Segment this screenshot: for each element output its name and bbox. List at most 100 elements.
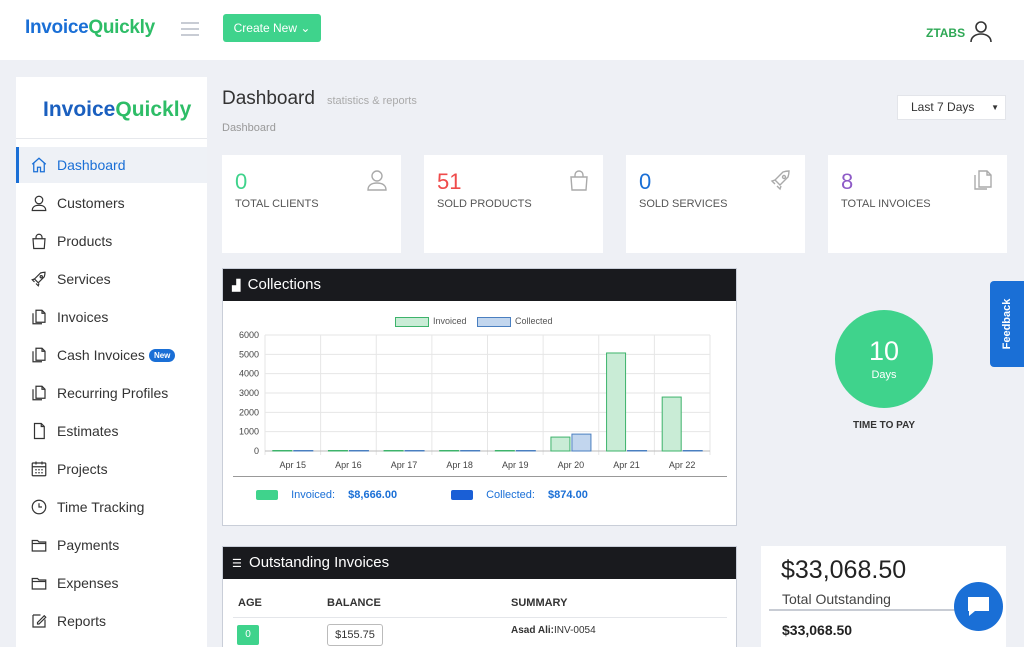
x-tick-label: Apr 20 bbox=[558, 460, 585, 470]
summary-cell[interactable]: Asad Ali:INV-0054 bbox=[511, 625, 596, 636]
chat-button[interactable] bbox=[954, 582, 1003, 631]
hamburger-menu-icon[interactable] bbox=[181, 22, 199, 36]
column-header-balance[interactable]: BALANCE bbox=[327, 597, 381, 609]
collections-header: ▟ Collections bbox=[223, 269, 736, 301]
bar-collected bbox=[627, 450, 648, 452]
chart-footer-divider bbox=[233, 476, 727, 477]
sidebar-item-label: Products bbox=[57, 233, 113, 249]
user-avatar-icon[interactable] bbox=[969, 19, 993, 43]
user-name[interactable]: ZTABS bbox=[926, 26, 966, 40]
collected-swatch bbox=[451, 490, 473, 501]
legend-label-invoiced: Invoiced bbox=[433, 316, 467, 326]
bar-invoiced bbox=[550, 436, 571, 452]
x-tick-label: Apr 19 bbox=[502, 460, 529, 470]
create-new-button[interactable]: Create New ⌄ bbox=[223, 14, 321, 42]
y-tick-label: 3000 bbox=[239, 388, 259, 398]
sidebar-item-recurring-profiles[interactable]: Recurring Profiles bbox=[16, 375, 207, 411]
column-header-age[interactable]: AGE bbox=[238, 597, 262, 609]
x-tick-label: Apr 15 bbox=[280, 460, 307, 470]
home-icon bbox=[31, 157, 47, 173]
folder-icon bbox=[31, 539, 47, 552]
sidebar-item-label: Payments bbox=[57, 537, 120, 553]
logo-part-quickly: Quickly bbox=[88, 17, 155, 38]
page-subtitle: statistics & reports bbox=[327, 95, 417, 107]
time-to-pay-unit: Days bbox=[871, 369, 897, 381]
x-tick-label: Apr 21 bbox=[613, 460, 640, 470]
invoiced-total-row: Invoiced: $8,666.00 bbox=[256, 489, 397, 501]
bar-invoiced bbox=[606, 352, 627, 452]
user-icon bbox=[31, 195, 47, 212]
bar-invoiced bbox=[272, 450, 293, 452]
balance-button[interactable]: $155.75 bbox=[327, 624, 383, 646]
sidebar-item-reports[interactable]: Reports bbox=[16, 603, 207, 639]
chat-bubble-icon bbox=[968, 597, 989, 616]
sidebar-item-time-tracking[interactable]: Time Tracking bbox=[16, 489, 207, 525]
feedback-tab[interactable]: Feedback bbox=[990, 281, 1024, 367]
calendar-icon bbox=[31, 461, 47, 477]
sidebar-divider bbox=[16, 138, 207, 139]
bar-collected bbox=[293, 450, 314, 452]
invoiced-total: $8,666.00 bbox=[348, 489, 398, 501]
stat-value: 8 bbox=[841, 169, 854, 194]
bar-collected bbox=[682, 450, 703, 452]
bar-collected bbox=[404, 450, 425, 452]
sidebar-item-label: Estimates bbox=[57, 423, 119, 439]
x-tick-label: Apr 22 bbox=[669, 460, 696, 470]
sidebar-item-products[interactable]: Products bbox=[16, 223, 207, 259]
sidebar-item-payments[interactable]: Payments bbox=[16, 527, 207, 563]
folder-icon bbox=[31, 577, 47, 590]
header-logo[interactable]: InvoiceQuickly bbox=[25, 17, 155, 39]
collections-panel: ▟ Collections Invoiced Collected 0 1000 20… bbox=[222, 268, 737, 526]
sidebar-item-dashboard[interactable]: Dashboard bbox=[16, 147, 207, 183]
column-header-summary[interactable]: SUMMARY bbox=[511, 597, 568, 609]
sidebar-logo[interactable]: InvoiceQuickly bbox=[43, 98, 191, 122]
sidebar-item-estimates[interactable]: Estimates bbox=[16, 413, 207, 449]
legend-item-invoiced[interactable]: Invoiced bbox=[395, 316, 467, 327]
sidebar-item-label: Projects bbox=[57, 461, 108, 477]
stat-value: 0 bbox=[639, 169, 652, 194]
date-range-value: Last 7 Days bbox=[911, 100, 975, 114]
sidebar-item-expenses[interactable]: Expenses bbox=[16, 565, 207, 601]
stat-value: 51 bbox=[437, 169, 462, 194]
y-tick-label: 4000 bbox=[239, 369, 259, 379]
stat-value: 0 bbox=[235, 169, 248, 194]
y-tick-label: 5000 bbox=[239, 349, 259, 359]
sidebar-item-label: Dashboard bbox=[57, 157, 126, 173]
bar-invoiced bbox=[383, 450, 404, 452]
time-to-pay-label: TIME TO PAY bbox=[853, 420, 916, 431]
collections-chart: 0 1000 2000 3000 4000 5000 6000 Apr 15 Apr 16 Apr… bbox=[239, 330, 711, 470]
bag-icon bbox=[570, 170, 588, 191]
clock-icon bbox=[31, 499, 47, 515]
sidebar-item-invoices[interactable]: Invoices bbox=[16, 299, 207, 335]
bar-collected bbox=[460, 450, 481, 452]
sidebar-item-services[interactable]: Services bbox=[16, 261, 207, 297]
rocket-icon bbox=[31, 271, 46, 287]
stat-card-sold-services: 0 SOLD SERVICES bbox=[626, 155, 805, 253]
table-header-divider bbox=[233, 617, 727, 618]
sidebar-item-projects[interactable]: Projects bbox=[16, 451, 207, 487]
invoiced-swatch bbox=[256, 490, 278, 501]
sidebar-item-cash-invoices[interactable]: Cash Invoices New bbox=[16, 337, 207, 373]
top-bar: InvoiceQuickly Create New ⌄ ZTABS bbox=[0, 0, 1024, 60]
date-range-select[interactable]: Last 7 Days ▼ bbox=[897, 95, 1006, 120]
total-outstanding-label: Total Outstanding bbox=[782, 591, 891, 607]
x-tick-label: Apr 16 bbox=[335, 460, 362, 470]
breadcrumb[interactable]: Dashboard bbox=[222, 122, 276, 134]
sidebar-item-customers[interactable]: Customers bbox=[16, 185, 207, 221]
sidebar-item-label: Customers bbox=[57, 195, 125, 211]
total-outstanding-divider bbox=[769, 609, 989, 611]
total-outstanding-amount-secondary: $33,068.50 bbox=[782, 622, 853, 638]
sidebar-item-label: Services bbox=[57, 271, 111, 287]
document-icon bbox=[32, 309, 46, 325]
stat-label: SOLD PRODUCTS bbox=[437, 198, 532, 210]
stat-label: TOTAL INVOICES bbox=[841, 198, 931, 210]
page-title: Dashboard bbox=[222, 88, 315, 109]
chart-legend: Invoiced Collected bbox=[395, 316, 561, 327]
y-tick-label: 1000 bbox=[239, 427, 259, 437]
legend-item-collected[interactable]: Collected bbox=[477, 316, 553, 327]
bar-collected bbox=[515, 450, 536, 452]
bar-chart-icon: ▟ bbox=[232, 280, 241, 292]
list-icon: ☰ bbox=[232, 558, 242, 570]
rocket-icon bbox=[770, 170, 790, 191]
outstanding-invoices-title: Outstanding Invoices bbox=[249, 554, 390, 571]
